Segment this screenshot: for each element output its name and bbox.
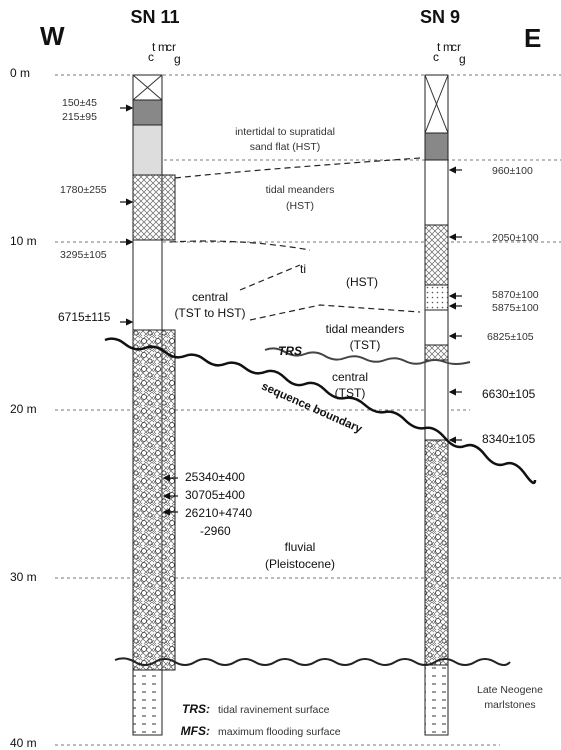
grain-label: t [152, 40, 156, 54]
date-label: 3295±105 [60, 249, 107, 261]
facies-label: (TST) [335, 386, 366, 400]
legend-abbr: MFS: [181, 724, 210, 738]
facies-label: intertidal to supratidal [235, 126, 335, 138]
date-label: 960±100 [492, 165, 533, 177]
column-sn9 [425, 75, 448, 735]
facies-label: central [192, 290, 228, 304]
facies-label: tidal meanders [266, 184, 335, 196]
date-label: 150±45 [62, 97, 97, 109]
facies-label: (HST) [286, 200, 314, 212]
depth-label: 40 m [10, 736, 37, 750]
depth-label: 20 m [10, 402, 37, 416]
date-label: 26210+4740 [185, 506, 252, 520]
diagram: W E SN 11 SN 9 c t m cr g c t m cr g 0 m… [0, 0, 561, 750]
date-label: 25340±400 [185, 470, 245, 484]
date-label: 5875±100 [492, 302, 539, 314]
date-label: 1780±255 [60, 184, 107, 196]
east-label: E [524, 23, 541, 53]
date-label: 6715±115 [58, 310, 111, 324]
facies-label: fluvial [285, 540, 316, 554]
column-name: SN 9 [420, 7, 460, 27]
date-label: 6825±105 [487, 331, 534, 343]
west-label: W [40, 21, 65, 51]
facies-label: central [332, 370, 368, 384]
depth-label: 30 m [10, 570, 37, 584]
facies-label: (TST to HST) [174, 306, 245, 320]
date-label: -2960 [200, 524, 231, 538]
facies-label: Late Neogene [477, 684, 543, 696]
grain-scale: c t m cr g c t m cr g [148, 40, 466, 66]
date-label: 215±95 [62, 111, 97, 123]
column-name: SN 11 [130, 7, 179, 27]
legend-text: maximum flooding surface [218, 726, 341, 738]
facies-label: marlstones [484, 699, 535, 711]
facies-label: (TST) [350, 338, 381, 352]
facies-label: sand flat (HST) [250, 141, 321, 153]
legend-abbr: TRS: [182, 702, 210, 716]
date-label: 5870±100 [492, 289, 539, 301]
facies-label: (HST) [346, 275, 378, 289]
grain-label: t [437, 40, 441, 54]
facies-label: ti [300, 262, 306, 276]
facies-label: (Pleistocene) [265, 557, 335, 571]
date-label: 2050±100 [492, 232, 539, 244]
depth-label: 0 m [10, 66, 30, 80]
trs-label: TRS [278, 344, 302, 358]
column-sn11 [133, 75, 175, 735]
grain-label: g [174, 52, 181, 66]
legend-text: tidal ravinement surface [218, 704, 330, 716]
facies-label: tidal meanders [326, 322, 405, 336]
depth-label: 10 m [10, 234, 37, 248]
date-label: 8340±105 [482, 432, 536, 446]
grain-label: g [459, 52, 466, 66]
date-label: 30705±400 [185, 488, 245, 502]
date-label: 6630±105 [482, 387, 536, 401]
